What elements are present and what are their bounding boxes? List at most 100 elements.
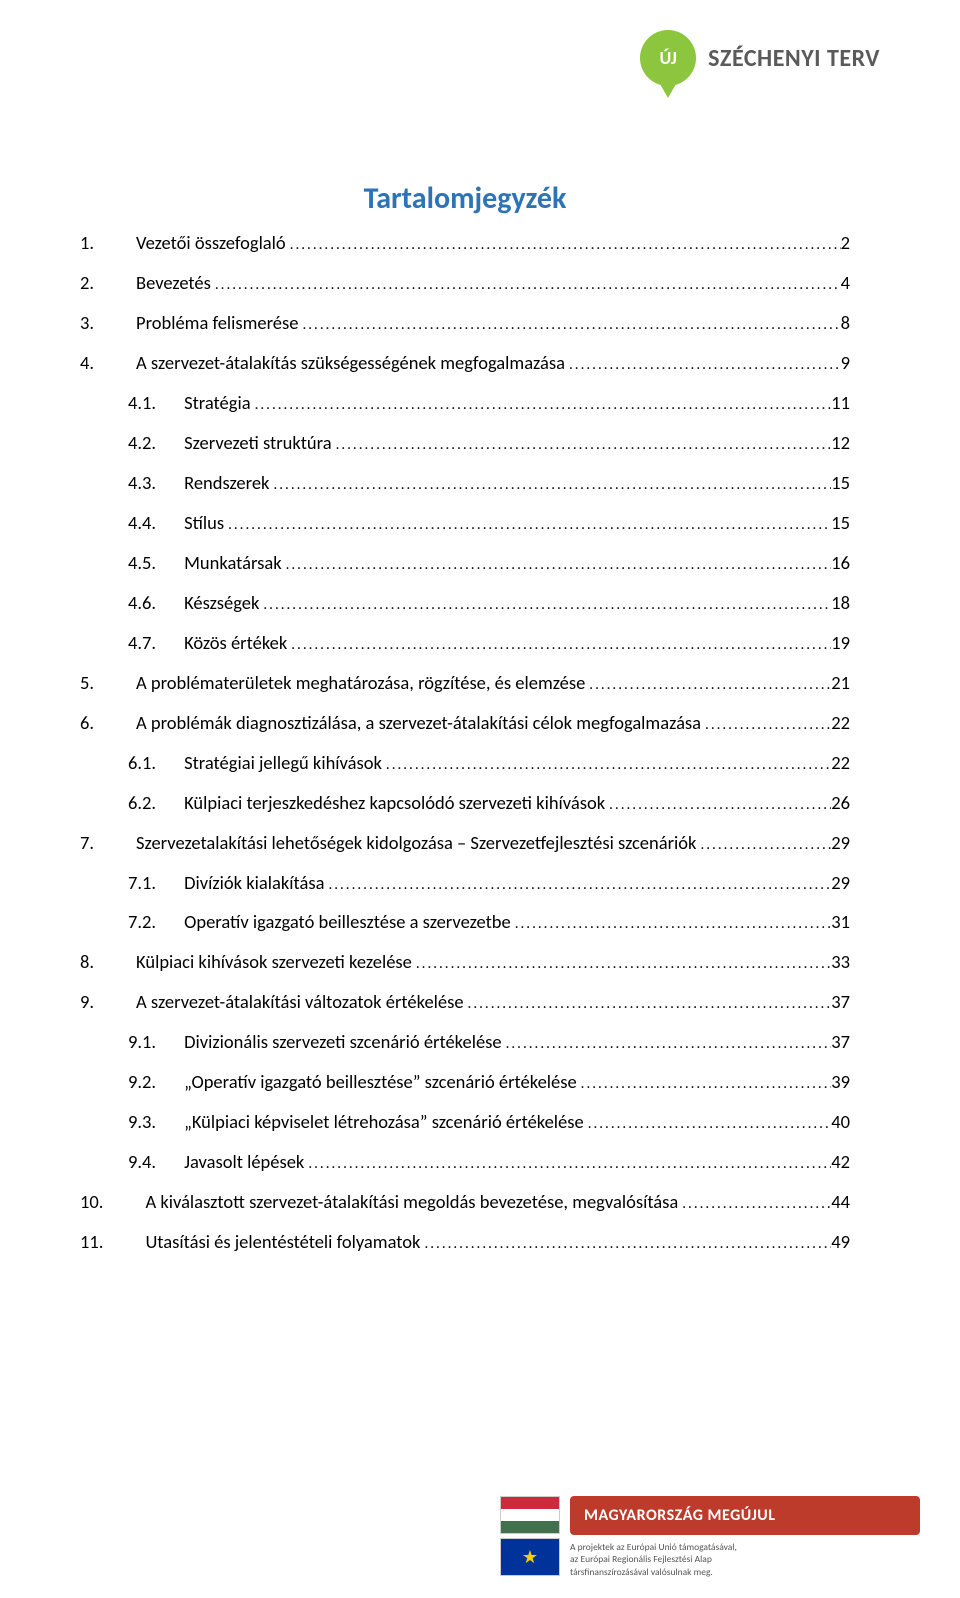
- toc-entry-page: 15: [831, 511, 850, 536]
- toc-entry[interactable]: 1.Vezetői összefoglaló 2: [80, 231, 850, 256]
- toc-entry[interactable]: 9.4.Javasolt lépések 42: [80, 1150, 850, 1175]
- hungary-flag-icon: [500, 1496, 560, 1534]
- footer-sub-2: az Európai Regionális Fejlesztési Alap: [570, 1553, 920, 1565]
- toc-entry-page: 33: [831, 950, 850, 975]
- toc-entry-page: 40: [831, 1110, 850, 1135]
- toc-entry-label: Divizionális szervezeti szcenárió értéke…: [184, 1030, 502, 1055]
- toc-entry-page: 9: [841, 351, 850, 376]
- toc-entry-page: 29: [831, 871, 850, 896]
- toc-entry[interactable]: 6.1.Stratégiai jellegű kihívások 22: [80, 751, 850, 776]
- toc-entry-label: Stílus: [184, 511, 224, 536]
- toc-entry-number: 9.: [80, 990, 94, 1015]
- toc-entry[interactable]: 2.Bevezetés 4: [80, 271, 850, 296]
- toc-entry-number: 4.7.: [128, 631, 156, 656]
- toc-entry-number: 4.4.: [128, 511, 156, 536]
- toc-entry-number: 6.: [80, 711, 94, 736]
- toc-entry-label: Szervezeti struktúra: [184, 431, 331, 456]
- toc-entry-page: 4: [841, 271, 850, 296]
- toc-entry-number: 5.: [80, 671, 94, 696]
- toc-leader-dots: [211, 271, 841, 296]
- toc-leader-dots: [502, 1030, 832, 1055]
- toc-entry[interactable]: 9.1. Divizionális szervezeti szcenárió ér…: [80, 1030, 850, 1055]
- toc-entry-number: 4.2.: [128, 431, 156, 456]
- logo-badge-icon: ÚJ: [640, 30, 696, 86]
- toc-entry[interactable]: 4.6.Készségek 18: [80, 591, 850, 616]
- toc-entry-number: 9.1.: [128, 1030, 156, 1055]
- toc-entry[interactable]: 4.4. Stílus 15: [80, 511, 850, 536]
- toc-entry-number: 7.: [80, 831, 94, 856]
- toc-entry-page: 15: [831, 471, 850, 496]
- toc-entry-label: A szervezet-átalakítás szükségességének …: [136, 351, 565, 376]
- toc-leader-dots: [259, 591, 831, 616]
- toc-leader-dots: [565, 351, 841, 376]
- toc-entry-page: 11: [831, 391, 850, 416]
- toc-entry-label: „Operatív igazgató beillesztése” szcenár…: [184, 1070, 577, 1095]
- toc-entry-number: 10.: [80, 1190, 103, 1215]
- toc-entry-label: Operatív igazgató beillesztése a szervez…: [184, 910, 511, 935]
- toc-entry[interactable]: 6.A problémák diagnosztizálása, a szerve…: [80, 711, 850, 736]
- toc-entry[interactable]: 9.2. „Operatív igazgató beillesztése” szc…: [80, 1070, 850, 1095]
- footer-sub-1: A projektek az Európai Unió támogatásáva…: [570, 1541, 920, 1553]
- toc-entry[interactable]: 4.5.Munkatársak 16: [80, 551, 850, 576]
- footer-text: MAGYARORSZÁG MEGÚJUL A projektek az Euró…: [570, 1496, 920, 1578]
- toc-leader-dots: [412, 950, 831, 975]
- toc-leader-dots: [332, 431, 832, 456]
- toc-entry[interactable]: 3.Probléma felismerése 8: [80, 311, 850, 336]
- toc-leader-dots: [585, 671, 831, 696]
- toc-entry-label: A problématerületek meghatározása, rögzí…: [136, 671, 585, 696]
- toc-entry-number: 11.: [80, 1230, 103, 1255]
- eu-flag-icon: ★: [500, 1538, 560, 1576]
- toc-leader-dots: [420, 1230, 831, 1255]
- toc-entry[interactable]: 6.2.Külpiaci terjeszkedéshez kapcsolódó …: [80, 791, 850, 816]
- toc-entry-number: 4.1.: [128, 391, 156, 416]
- toc-entry[interactable]: 4.2. Szervezeti struktúra 12: [80, 431, 850, 456]
- toc-entry[interactable]: 4. A szervezet-átalakítás szükségességéne…: [80, 351, 850, 376]
- toc-leader-dots: [251, 391, 832, 416]
- toc-entry[interactable]: 10. A kiválasztott szervezet-átalakítási …: [80, 1190, 850, 1215]
- toc-entry-page: 49: [831, 1230, 850, 1255]
- toc-entry-label: Utasítási és jelentéstételi folyamatok: [145, 1230, 420, 1255]
- toc-entry-number: 3.: [80, 311, 94, 336]
- brand-name: SZÉCHENYI TERV: [708, 44, 880, 73]
- toc-entry-number: 8.: [80, 950, 94, 975]
- toc-entry[interactable]: 8.Külpiaci kihívások szervezeti kezelése…: [80, 950, 850, 975]
- toc-entry-label: Munkatársak: [184, 551, 282, 576]
- toc-entry[interactable]: 11. Utasítási és jelentéstételi folyamato…: [80, 1230, 850, 1255]
- toc-entry[interactable]: 9.3. „Külpiaci képviselet létrehozása” sz…: [80, 1110, 850, 1135]
- toc-entry-number: 2.: [80, 271, 94, 296]
- toc-entry-number: 1.: [80, 231, 94, 256]
- toc-entry-label: Rendszerek: [184, 471, 269, 496]
- toc-entry-page: 42: [831, 1150, 850, 1175]
- toc-entry-label: Stratégiai jellegű kihívások: [184, 751, 382, 776]
- toc-leader-dots: [382, 751, 831, 776]
- toc-entry-page: 12: [831, 431, 850, 456]
- toc-leader-dots: [511, 910, 832, 935]
- toc-entry[interactable]: 4.7.Közös értékek 19: [80, 631, 850, 656]
- toc-entry-label: „Külpiaci képviselet létrehozása” szcená…: [184, 1110, 584, 1135]
- toc-leader-dots: [464, 990, 832, 1015]
- toc-leader-dots: [678, 1190, 831, 1215]
- toc-entry[interactable]: 5. A problématerületek meghatározása, rög…: [80, 671, 850, 696]
- toc-entry-number: 9.4.: [128, 1150, 156, 1175]
- toc-entry[interactable]: 4.1.Stratégia 11: [80, 391, 850, 416]
- toc-entry[interactable]: 7.2.Operatív igazgató beillesztése a sze…: [80, 910, 850, 935]
- logo-badge-text: ÚJ: [659, 47, 676, 69]
- toc-entry-number: 4.: [80, 351, 94, 376]
- toc-entry-page: 22: [831, 711, 850, 736]
- toc-entry[interactable]: 9.A szervezet-átalakítási változatok ért…: [80, 990, 850, 1015]
- toc-leader-dots: [605, 791, 831, 816]
- toc-leader-dots: [577, 1070, 832, 1095]
- toc-entry[interactable]: 7.1.Divíziók kialakítása 29: [80, 871, 850, 896]
- toc-entry-number: 9.2.: [128, 1070, 156, 1095]
- toc-entry[interactable]: 7.Szervezetalakítási lehetőségek kidolgo…: [80, 831, 850, 856]
- header-logo: ÚJ SZÉCHENYI TERV: [640, 30, 880, 86]
- toc-entry-page: 37: [831, 1030, 850, 1055]
- toc-entry-page: 19: [831, 631, 850, 656]
- footer-sub-3: társfinanszírozásával valósulnak meg.: [570, 1566, 920, 1578]
- toc-entry-number: 9.3.: [128, 1110, 156, 1135]
- toc-entry-label: A kiválasztott szervezet-átalakítási meg…: [145, 1190, 678, 1215]
- toc-entry-label: Külpiaci terjeszkedéshez kapcsolódó szer…: [184, 791, 605, 816]
- toc-leader-dots: [696, 831, 831, 856]
- toc-entry[interactable]: 4.3.Rendszerek 15: [80, 471, 850, 496]
- toc-entry-number: 4.5.: [128, 551, 156, 576]
